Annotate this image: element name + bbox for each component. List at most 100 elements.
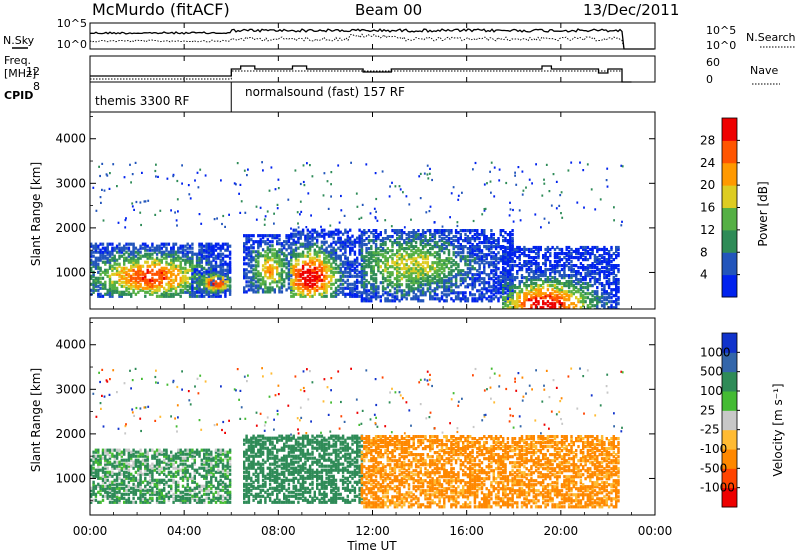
nsky-label: N.Sky — [3, 34, 35, 47]
power-cell — [523, 247, 526, 252]
power-cell — [370, 283, 373, 287]
power-cell — [332, 256, 335, 260]
velocity-cell — [99, 458, 102, 462]
power-cell — [466, 229, 470, 233]
power-cell — [386, 235, 389, 239]
power-cell — [276, 270, 279, 274]
power-cell — [598, 258, 601, 262]
power-cell — [323, 276, 326, 280]
power-cell — [396, 285, 399, 289]
power-cell — [290, 258, 293, 262]
power-cell — [250, 276, 253, 280]
power-cell — [294, 232, 298, 236]
power-cell — [195, 294, 199, 298]
power-cell — [165, 248, 168, 252]
power-cbar-tick-label: 28 — [700, 133, 715, 147]
power-cell — [582, 247, 585, 252]
power-cell — [308, 268, 312, 272]
power-cell — [199, 168, 202, 171]
power-cell — [200, 260, 203, 264]
power-cell — [304, 262, 307, 266]
power-cell — [617, 282, 620, 286]
power-cell — [473, 239, 477, 243]
power-cell — [151, 290, 154, 294]
power-cell — [492, 245, 495, 249]
power-cell — [200, 290, 203, 294]
power-cell — [613, 219, 615, 222]
power-cell — [534, 276, 538, 280]
power-cell — [304, 280, 307, 284]
power-cell — [497, 289, 500, 293]
power-cell — [301, 266, 305, 270]
power-cell — [137, 270, 140, 274]
power-cell — [433, 269, 437, 273]
power-cell — [97, 250, 100, 254]
power-cell — [188, 268, 192, 272]
power-cell — [436, 287, 439, 291]
power-cell — [271, 270, 274, 274]
power-cell — [219, 284, 222, 288]
power-cell — [325, 274, 328, 278]
power-cell — [167, 250, 171, 254]
power-cell — [97, 280, 100, 284]
power-cell — [518, 266, 521, 270]
power-cell — [532, 276, 535, 280]
power-cell — [499, 283, 502, 287]
power-cell — [610, 272, 613, 276]
power-cell — [346, 278, 349, 282]
power-cell — [115, 266, 119, 270]
power-cell — [290, 280, 293, 284]
power-cell — [139, 264, 142, 268]
power-cell — [323, 284, 326, 288]
power-cell — [179, 290, 182, 294]
power-cell — [539, 274, 542, 278]
power-cell — [563, 270, 566, 274]
power-cell — [106, 242, 109, 246]
velocity-cell — [130, 478, 133, 482]
power-cell — [473, 277, 477, 281]
power-cell — [172, 175, 175, 178]
power-cell — [549, 260, 552, 264]
power-cell — [410, 279, 413, 283]
power-cell — [466, 299, 470, 303]
power-cell — [596, 290, 599, 294]
velocity-cell — [120, 478, 123, 482]
power-cell — [330, 286, 333, 290]
power-cell — [433, 243, 437, 247]
power-cell — [287, 252, 291, 256]
power-cell — [123, 262, 126, 266]
power-cell — [417, 285, 420, 289]
power-cell — [155, 278, 159, 282]
velocity-cell — [127, 450, 131, 454]
power-cell — [320, 225, 322, 228]
power-cell — [537, 284, 540, 288]
power-cell — [316, 244, 319, 248]
power-cell — [365, 285, 368, 289]
power-cell — [273, 290, 276, 294]
power-cell — [334, 286, 338, 290]
power-cell — [177, 254, 180, 258]
power-cell — [591, 300, 594, 304]
power-cell — [570, 270, 573, 274]
velocity-cell — [132, 492, 135, 496]
power-cell — [264, 234, 267, 238]
power-cell — [177, 264, 180, 268]
power-cell — [558, 204, 561, 207]
power-cell — [191, 264, 194, 268]
power-cell — [396, 261, 399, 265]
power-cell — [506, 253, 510, 257]
power-cell — [134, 292, 138, 296]
power-cell — [506, 289, 510, 293]
power-cell — [139, 211, 142, 214]
power-cell — [116, 185, 118, 188]
velocity-cell — [123, 496, 126, 500]
power-cell — [97, 270, 100, 274]
power-cell — [365, 163, 368, 166]
power-cell — [605, 268, 608, 272]
power-cell — [205, 254, 208, 258]
power-cell — [514, 171, 516, 174]
power-cell — [456, 221, 459, 224]
power-cell — [462, 247, 465, 251]
velocity-cell — [127, 474, 131, 478]
velocity-cell — [118, 448, 121, 452]
